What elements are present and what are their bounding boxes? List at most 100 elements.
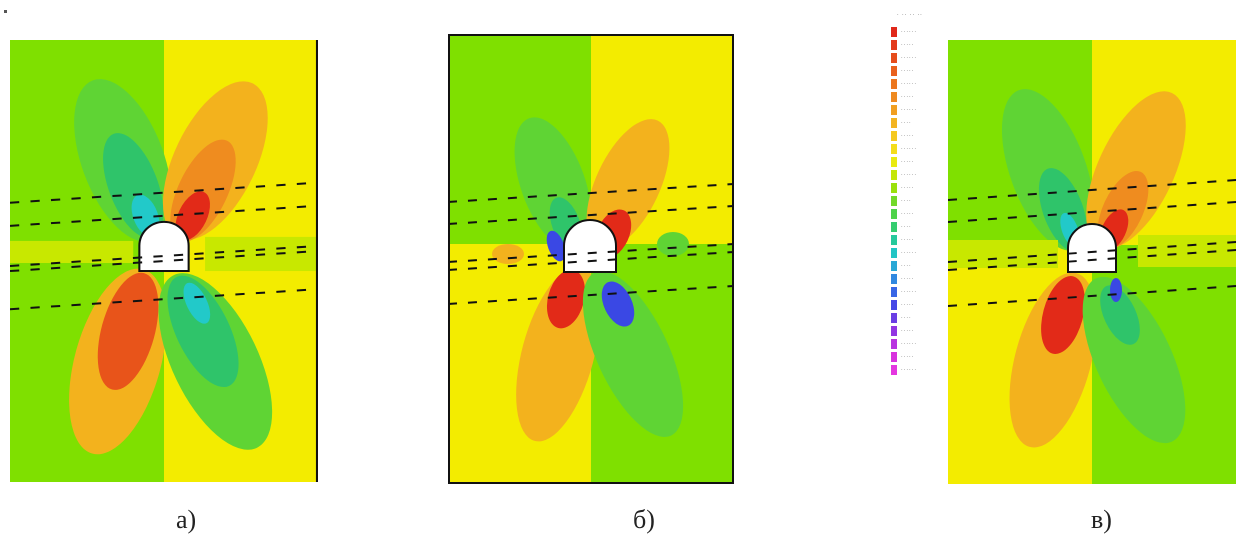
- dashed-line: [948, 285, 1236, 307]
- legend-item: ·····: [891, 234, 943, 246]
- lobe-upper-right-center: [175, 191, 210, 241]
- band-left: [948, 240, 1058, 268]
- legend-swatch: [891, 118, 897, 128]
- legend-label: ····: [901, 224, 912, 230]
- caption-a: а): [176, 505, 197, 534]
- legend-swatch: [891, 92, 897, 102]
- legend-swatch: [891, 40, 897, 50]
- legend-item: ······: [891, 247, 943, 259]
- legend-swatch: [891, 287, 897, 297]
- lobe-lower-left-core: [546, 269, 586, 329]
- legend-item: ······: [891, 286, 943, 298]
- legend-label: ······: [901, 367, 917, 373]
- legend-label: ·····: [901, 354, 915, 360]
- legend-label: ·····: [901, 185, 915, 191]
- legend-item: ······: [891, 78, 943, 90]
- legend-label: ·····: [901, 159, 915, 165]
- legend-swatch: [891, 235, 897, 245]
- legend-item: ······: [891, 104, 943, 116]
- legend-label: ······: [901, 55, 917, 61]
- legend-label: ·····: [901, 211, 915, 217]
- legend-swatch: [891, 183, 897, 193]
- legend-swatch: [891, 105, 897, 115]
- legend-swatch: [891, 352, 897, 362]
- patch-right: [657, 232, 689, 256]
- legend-swatch: [891, 209, 897, 219]
- legend-label: ·····: [901, 237, 915, 243]
- band-left: [10, 240, 134, 264]
- legend-swatch: [891, 313, 897, 323]
- dashed-line: [948, 201, 1236, 223]
- legend-label: ······: [901, 146, 917, 152]
- legend-swatch: [891, 261, 897, 271]
- lobe-lower-right-blue: [1110, 278, 1122, 302]
- legend-label: ····: [901, 120, 912, 126]
- lobe-lower-right-core: [1100, 285, 1140, 345]
- legend-item: ·····: [891, 208, 943, 220]
- dashed-line: [448, 243, 734, 263]
- legend-item: ····: [891, 117, 943, 129]
- legend-item: ·····: [891, 299, 943, 311]
- legend-swatch: [891, 196, 897, 206]
- legend-swatch: [891, 66, 897, 76]
- legend-swatch: [891, 170, 897, 180]
- legend-swatch: [891, 53, 897, 63]
- legend-label: ·····: [901, 302, 915, 308]
- dashed-line: [448, 285, 734, 305]
- lobe-lower-right-center: [183, 282, 211, 324]
- lobe-lower-right-core: [167, 275, 239, 388]
- dashed-line: [448, 251, 734, 271]
- stray-dot: [4, 10, 7, 13]
- stress-field-plot-c: [948, 40, 1236, 484]
- legend-swatch: [891, 300, 897, 310]
- caption-c: в): [1091, 505, 1112, 534]
- lobe-lower-right-blue: [601, 281, 635, 327]
- dashed-line: [448, 183, 734, 203]
- legend-label: ······: [901, 107, 917, 113]
- layer-boundaries: [448, 183, 734, 305]
- legend-item: ·····: [891, 273, 943, 285]
- legend-swatch: [891, 157, 897, 167]
- legend-item: ····: [891, 195, 943, 207]
- tunnel-opening: [563, 219, 617, 273]
- legend-item: ·····: [891, 65, 943, 77]
- legend-item: ·····: [891, 156, 943, 168]
- stress-field-panel-b: [448, 34, 734, 484]
- legend-item: ····: [891, 260, 943, 272]
- legend-swatch: [891, 131, 897, 141]
- lobe-lower-left-core: [1041, 276, 1085, 354]
- patch-left: [492, 244, 524, 264]
- legend-label: ······: [901, 81, 917, 87]
- legend-item: ····: [891, 221, 943, 233]
- legend-swatch: [891, 339, 897, 349]
- color-legend: · ·· ·· ·· ······ ····· ······ ····· ······ ·…: [891, 12, 943, 392]
- stress-field-panel-a: [10, 40, 318, 482]
- dashed-line: [448, 205, 734, 225]
- legend-item: ····: [891, 312, 943, 324]
- tunnel-opening: [1067, 223, 1117, 273]
- legend-title: · ·· ·· ··: [897, 12, 923, 18]
- legend-item: ······: [891, 338, 943, 350]
- legend-item: ·····: [891, 130, 943, 142]
- panel-border: [448, 34, 734, 484]
- legend-swatch: [891, 365, 897, 375]
- legend-label: ······: [901, 289, 917, 295]
- legend-item: ·····: [891, 351, 943, 363]
- legend-label: ····: [901, 263, 912, 269]
- legend-label: ······: [901, 172, 917, 178]
- caption-b: б): [633, 505, 655, 534]
- legend-swatch: [891, 79, 897, 89]
- lobe-upper-left-blue: [546, 230, 566, 262]
- layer-boundaries: [948, 179, 1236, 307]
- legend-label: ·····: [901, 276, 915, 282]
- legend-label: ······: [901, 341, 917, 347]
- legend-label: ·····: [901, 328, 915, 334]
- legend-label: ····: [901, 198, 912, 204]
- legend-label: ·····: [901, 94, 915, 100]
- legend-item: ·····: [891, 182, 943, 194]
- legend-item: ·····: [891, 325, 943, 337]
- legend-label: ······: [901, 250, 917, 256]
- legend-item: ······: [891, 52, 943, 64]
- legend-swatch: [891, 222, 897, 232]
- dashed-line: [948, 179, 1236, 201]
